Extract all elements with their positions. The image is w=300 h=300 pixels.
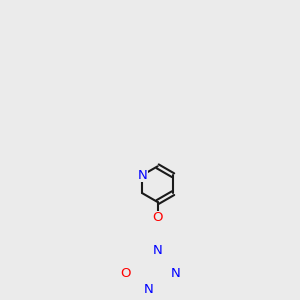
Text: N: N — [153, 244, 163, 257]
Text: N: N — [137, 169, 147, 182]
Text: N: N — [144, 283, 154, 296]
Text: N: N — [171, 267, 180, 280]
Text: O: O — [120, 267, 131, 280]
Text: O: O — [152, 211, 163, 224]
